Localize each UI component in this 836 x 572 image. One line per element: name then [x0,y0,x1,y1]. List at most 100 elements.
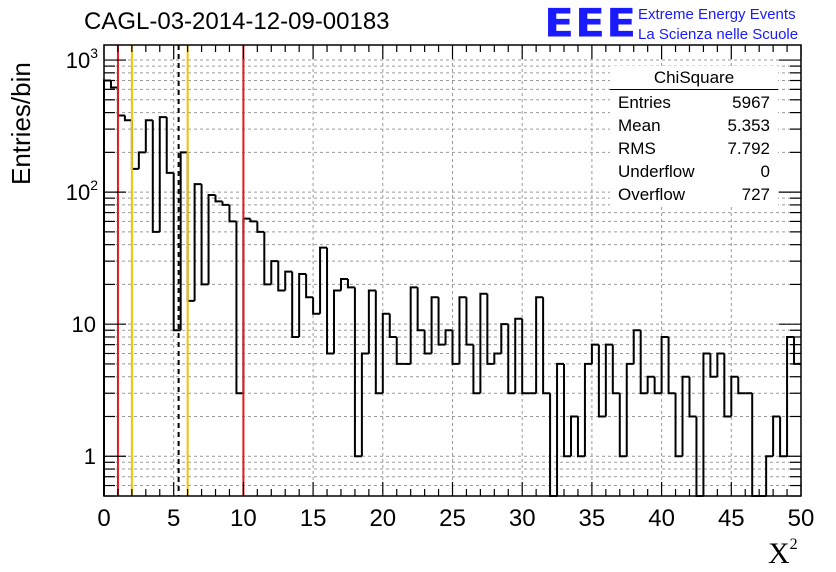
histogram-bin [360,352,369,457]
histogram-bin [235,221,244,395]
x-tick-label: 30 [509,505,536,532]
chart-title: CAGL-03-2014-12-09-00183 [84,8,390,35]
histogram-bin [381,312,390,394]
stats-title: ChiSquare [653,68,735,87]
histogram-bin [479,292,488,394]
histogram-bin [465,297,474,346]
histogram-bin [214,195,223,203]
histogram-bin [716,352,725,377]
stats-row-entries: Entries 5967 [618,93,770,115]
histogram-bin [339,277,348,291]
histogram-bin [144,119,153,153]
histogram-bin [625,362,634,457]
histogram-bin [493,352,502,364]
histogram-bin [730,375,739,417]
x-tick-label: 10 [230,505,257,532]
histogram-bin [298,272,307,337]
histogram-bin [472,344,481,395]
histogram-bin [151,120,160,233]
stats-value: 5967 [732,93,770,112]
logo-mark: EEE [544,0,638,47]
histogram-bin [793,336,801,365]
histogram-bin [514,317,523,394]
y-tick-label: 103 [66,45,98,73]
histogram-bin [374,290,383,395]
histogram-bin [772,415,781,457]
histogram-bin [751,393,760,497]
histogram-bin [200,184,209,286]
stats-row-underflow: Underflow 0 [618,162,770,184]
stats-row-rms: RMS 7.792 [618,139,770,161]
histogram-bin [451,330,460,365]
y-tick-label: 10 [72,312,96,337]
histogram-bin [583,362,592,457]
histogram-bin [172,172,181,332]
stats-divider [610,89,778,90]
histogram-bin [590,343,599,364]
histogram-bin [632,329,641,364]
histogram-bin [486,293,495,365]
histogram-bin [130,120,139,170]
histogram-bin [535,296,544,394]
histogram-bin [277,261,286,292]
histogram-bin [423,330,432,355]
stats-label: RMS [618,139,656,158]
histogram-bin [618,393,627,458]
stats-value: 0 [760,162,770,181]
x-tick-label: 40 [648,505,675,532]
histogram-bin [709,353,718,378]
histogram-bin [723,353,732,418]
histogram-bin [660,335,669,394]
histogram-bin [437,297,446,346]
histogram-bin [563,363,571,458]
histogram-bin [186,152,195,302]
logo-line-1: Extreme Energy Events [638,6,796,23]
stats-label: Underflow [618,162,695,181]
logo-line-2: La Scienza nelle Scuole [638,26,799,43]
x-tick-label: 45 [718,505,745,532]
histogram-bin [688,376,697,418]
histogram-bin [193,183,202,301]
histogram-bin [500,323,509,354]
histogram-bin [326,247,335,355]
histogram-bin [123,115,132,122]
x-tick-label: 50 [788,505,815,532]
histogram-bin [576,416,585,458]
histogram-bin [353,287,362,458]
histogram-bin [667,336,676,395]
histogram-bin [305,273,314,299]
histogram-bin [395,336,404,365]
stats-row-mean: Mean 5.353 [618,116,770,138]
histogram-bin [249,218,258,223]
histogram-bin [346,278,355,289]
histogram-bin [611,344,620,395]
histogram-bin [109,80,118,89]
histogram-bin [367,289,376,354]
stats-box: ChiSquare Entries 5967 Mean 5.353 RMS 7.… [610,66,778,206]
stats-value: 7.792 [727,139,770,158]
stats-label: Overflow [618,185,686,204]
histogram-bin [430,296,439,354]
histogram-bin [521,318,530,395]
histogram-bin [319,246,328,314]
histogram-bin [179,151,188,331]
histogram-bin [597,344,606,418]
histogram-bin [765,455,774,496]
stats-row-overflow: Overflow 727 [618,185,770,207]
histogram-bin [604,343,613,417]
histogram-bin [333,289,341,354]
stats-label: Mean [618,116,661,135]
histogram-bin [312,297,321,315]
histogram-bin [458,296,467,364]
histogram-bin [221,201,230,206]
y-axis-label: Entries/bin [6,62,36,185]
histogram-bin [674,393,683,458]
grid-lines [104,45,801,497]
histogram-bin [103,79,111,496]
histogram-bin [207,194,216,285]
histogram-bin [263,231,272,286]
histogram-bin [737,376,746,395]
histogram-bin [556,362,565,496]
histogram-bin [388,313,397,338]
histogram-bin [270,260,279,285]
